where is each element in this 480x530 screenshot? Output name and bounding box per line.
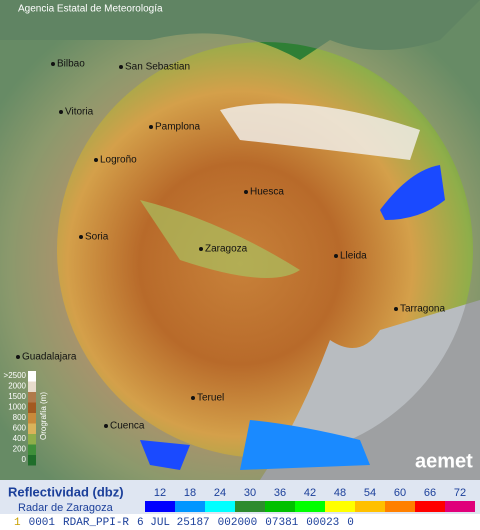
logo: aemet: [415, 450, 473, 472]
ebro-valley: [140, 200, 300, 278]
scale-label: 24: [214, 487, 226, 499]
status-field: 6 JUL 25187: [137, 517, 210, 529]
radar-outside: [0, 0, 480, 480]
city-label: Bilbao: [57, 59, 85, 70]
orography-swatch: [28, 455, 36, 466]
orography-swatch: [28, 413, 36, 424]
city-label: Lleida: [340, 251, 367, 262]
city-label: Cuenca: [110, 421, 145, 432]
scale-swatch: [325, 501, 355, 512]
orography-label: >2500: [4, 371, 27, 380]
orography-title: Orografía (m): [39, 392, 48, 440]
echo: [380, 165, 445, 220]
status-field: 002000: [218, 517, 258, 529]
city-marker: [16, 355, 20, 359]
city-marker: [334, 254, 338, 258]
city-marker: [244, 190, 248, 194]
scale-label: 66: [424, 487, 436, 499]
orography-swatch: [28, 423, 36, 434]
city-marker: [94, 158, 98, 162]
city-label: Tarragona: [400, 304, 445, 315]
orography-label: 600: [13, 424, 27, 433]
city-label: Vitoria: [65, 107, 94, 118]
scale-swatch: [265, 501, 295, 512]
city-label: Huesca: [250, 187, 284, 198]
city-label: San Sebastian: [125, 62, 190, 73]
orography-swatch: [28, 392, 36, 403]
orography-label: 400: [13, 434, 27, 443]
scale-swatch: [145, 501, 175, 512]
orography-label: 1500: [8, 392, 26, 401]
pyrenees: [220, 103, 420, 160]
status-field: 07381: [265, 517, 298, 529]
scale-label: 18: [184, 487, 196, 499]
orography-swatch: [28, 402, 36, 413]
orography-label: 1000: [8, 403, 26, 412]
status-field: 0: [347, 517, 354, 529]
scale-swatch: [175, 501, 205, 512]
scale-label: 48: [334, 487, 346, 499]
city-label: Guadalajara: [22, 352, 77, 363]
city-marker: [59, 110, 63, 114]
scale-swatch: [415, 501, 445, 512]
city-label: Logroño: [100, 155, 137, 166]
city-marker: [199, 247, 203, 251]
orography-label: 2000: [8, 382, 26, 391]
city-marker: [119, 65, 123, 69]
orography-label: 200: [13, 445, 27, 454]
legend-subtitle: Radar de Zaragoza: [18, 502, 114, 514]
city-label: Pamplona: [155, 122, 200, 133]
orography-label: 800: [13, 413, 27, 422]
city-marker: [191, 396, 195, 400]
scale-label: 60: [394, 487, 406, 499]
orography-swatch: [28, 434, 36, 445]
scale-label: 42: [304, 487, 316, 499]
scale-label: 72: [454, 487, 466, 499]
scale-swatch: [355, 501, 385, 512]
orography-swatch: [28, 371, 36, 382]
scale-swatch: [235, 501, 265, 512]
scale-label: 54: [364, 487, 376, 499]
status-field: 1: [14, 517, 21, 529]
orography-label: 0: [22, 455, 27, 464]
city-marker: [394, 307, 398, 311]
scale-label: 36: [274, 487, 286, 499]
city-label: Soria: [85, 232, 109, 243]
echo: [240, 420, 370, 470]
orography-swatch: [28, 444, 36, 455]
city-marker: [79, 235, 83, 239]
city-label: Zaragoza: [205, 244, 248, 255]
status-field: RDAR_PPI-R: [63, 517, 129, 529]
city-marker: [104, 424, 108, 428]
city-label: Teruel: [197, 393, 224, 404]
header-title: Agencia Estatal de Meteorología: [18, 4, 163, 15]
scale-swatch: [205, 501, 235, 512]
status-bar: [0, 514, 480, 530]
echo: [140, 440, 190, 470]
scale-label: 30: [244, 487, 256, 499]
scale-swatch: [295, 501, 325, 512]
scale-swatch: [445, 501, 475, 512]
status-field: 0001: [29, 517, 56, 529]
orography-swatch: [28, 381, 36, 392]
city-marker: [51, 62, 55, 66]
scale-swatch: [385, 501, 415, 512]
city-marker: [149, 125, 153, 129]
legend-title: Reflectividad (dbz): [8, 484, 124, 499]
scale-label: 12: [154, 487, 166, 499]
status-field: 00023: [306, 517, 339, 529]
